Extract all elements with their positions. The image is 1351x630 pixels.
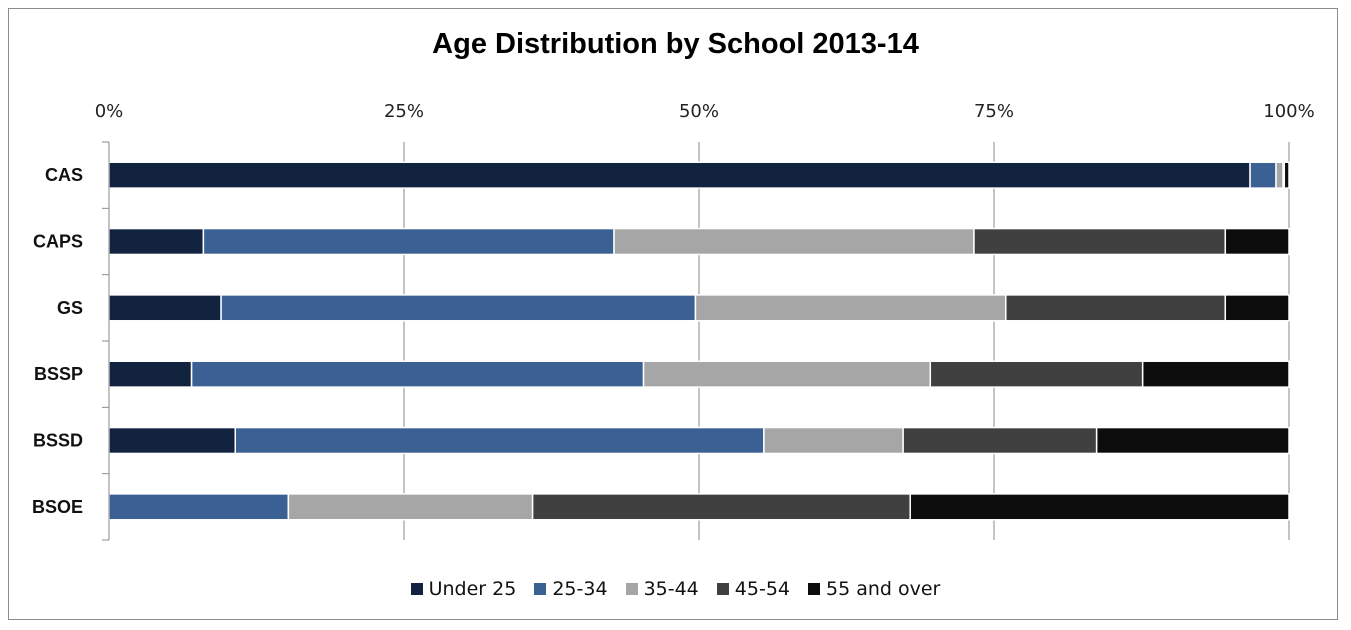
category-label: BSSD (33, 431, 83, 451)
bar-segment (1141, 360, 1290, 388)
legend-swatch (716, 583, 729, 595)
bar-segment (1283, 161, 1290, 189)
bar-segment (1095, 426, 1290, 455)
legend-swatch (808, 583, 820, 595)
legend-swatch (625, 583, 638, 595)
category-label: CAS (45, 165, 83, 185)
x-tick-label: 25% (384, 101, 424, 122)
bar-segment (108, 426, 237, 455)
legend-label: 55 and over (826, 578, 941, 600)
x-tick-label: 0% (95, 101, 124, 122)
legend-label: 35-44 (643, 578, 699, 600)
bar-segment (1249, 161, 1277, 189)
bar-segment (613, 227, 975, 256)
bar-segment (287, 493, 534, 521)
bar-segment (220, 294, 697, 322)
bar-segment (642, 360, 932, 388)
bar-segment (108, 294, 222, 322)
bar-segment (108, 161, 1251, 189)
x-tick-label: 100% (1263, 101, 1314, 122)
bar-segment (1005, 294, 1227, 322)
bar-segment (1275, 161, 1284, 189)
bar-segment (531, 493, 911, 521)
category-label: CAPS (33, 232, 83, 252)
legend-item: 55 and over (808, 578, 940, 600)
chart-title: Age Distribution by School 2013-14 (432, 28, 919, 60)
bar-segment (902, 426, 1098, 455)
x-tick-label: 75% (974, 101, 1014, 122)
bar-segment (1224, 227, 1290, 256)
bar-segment (763, 426, 904, 455)
bar-segment (1224, 294, 1290, 322)
bar-segment (202, 227, 615, 256)
bar-segment (108, 493, 290, 521)
legend-item: Under 25 (410, 578, 517, 600)
legend-label: Under 25 (428, 578, 517, 600)
legend-swatch (410, 583, 423, 595)
bar-segment (108, 227, 205, 256)
bar-segment (190, 360, 645, 388)
chart-legend: Under 25 25-34 35-44 45-54 55 and over (0, 578, 1351, 600)
legend-swatch (534, 583, 547, 595)
bar-segment (694, 294, 1007, 322)
category-label: BSSP (34, 364, 83, 384)
legend-label: 25-34 (552, 578, 608, 600)
bar-segment (929, 360, 1144, 388)
category-label: BSOE (32, 497, 83, 517)
legend-item: 35-44 (625, 578, 699, 600)
legend-label: 45-54 (734, 578, 790, 600)
bar-segment (973, 227, 1227, 256)
bar-segment (234, 426, 765, 455)
category-label: GS (57, 298, 83, 318)
legend-item: 45-54 (716, 578, 790, 600)
bar-segment (909, 493, 1290, 521)
x-tick-label: 50% (679, 101, 719, 122)
legend-item: 25-34 (534, 578, 608, 600)
bar-segment (108, 360, 193, 388)
